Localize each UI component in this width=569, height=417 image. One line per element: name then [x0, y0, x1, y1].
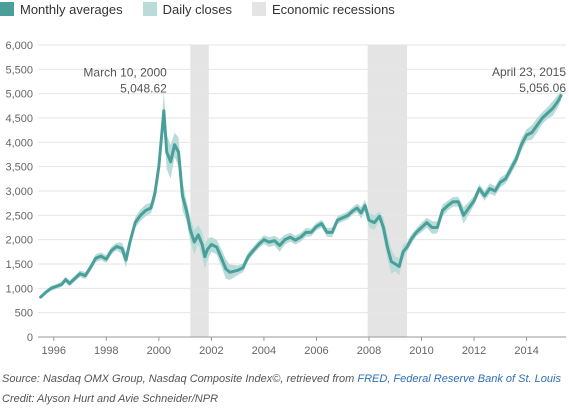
x-tick-label: 2000	[147, 345, 171, 357]
annotations: March 10, 2000 5,048.62 April 23, 2015 5,05…	[83, 65, 566, 95]
legend-label-recessions: Economic recessions	[271, 1, 395, 17]
y-tick-label: 500	[15, 308, 33, 320]
y-tick-label: 6,000	[5, 40, 33, 52]
y-tick-labels: 0 500 1,000 1,500 2,000 2,500 3,000 3,500 4,000 4…	[5, 40, 33, 344]
x-tick-label: 2006	[304, 345, 328, 357]
source-text: Source: Nasdaq OMX Group, Nasdaq Composi…	[2, 373, 358, 385]
annotation-date: April 23, 2015	[492, 65, 566, 79]
y-tick-label: 1,500	[5, 259, 33, 271]
x-tick-label: 2004	[252, 345, 276, 357]
x-tick-label: 1996	[42, 345, 66, 357]
annotation-peak-2015: April 23, 2015 5,056.06	[492, 65, 566, 95]
annotation-value: 5,048.62	[120, 81, 167, 95]
annotation-peak-2000: March 10, 2000 5,048.62	[83, 65, 167, 95]
x-tick-label: 2014	[514, 345, 538, 357]
x-tick-label: 2008	[357, 345, 381, 357]
x-tick-label: 1998	[94, 345, 118, 357]
y-tick-label: 5,000	[5, 89, 33, 101]
y-tick-label: 3,000	[5, 186, 33, 198]
x-tick-label: 2002	[199, 345, 223, 357]
x-tick-label: 2010	[409, 345, 433, 357]
monthly-averages-line	[39, 94, 563, 299]
source-note: Source: Nasdaq OMX Group, Nasdaq Composi…	[2, 373, 561, 385]
legend: Monthly averages Daily closes Economic r…	[0, 0, 415, 18]
legend-item-monthly: Monthly averages	[0, 2, 123, 17]
annotation-value: 5,056.06	[519, 81, 566, 95]
y-tick-label: 3,500	[5, 162, 33, 174]
source-link[interactable]: FRED, Federal Reserve Bank of St. Louis	[357, 373, 561, 385]
y-tick-label: 4,500	[5, 113, 33, 125]
x-tick-labels: 1996 1998 2000 2002 2004 2006 2008 2010 2012 2014	[42, 337, 539, 357]
legend-item-daily: Daily closes	[142, 1, 232, 17]
y-tick-label: 2,000	[5, 235, 33, 247]
y-tick-label: 5,500	[5, 64, 33, 76]
recession-swatch	[251, 2, 266, 16]
y-tick-label: 2,500	[5, 210, 33, 222]
y-tick-label: 1,000	[5, 283, 33, 295]
credit-note: Credit: Alyson Hurt and Avie Schneider/N…	[2, 393, 219, 405]
legend-label-daily: Daily closes	[162, 1, 232, 17]
annotation-date: March 10, 2000	[83, 65, 167, 79]
legend-item-recessions: Economic recessions	[251, 1, 395, 17]
daily-swatch	[142, 2, 157, 16]
y-gridlines	[38, 44, 566, 338]
monthly-swatch	[0, 2, 14, 16]
x-tick-label: 2012	[462, 345, 486, 357]
y-tick-label: 4,000	[5, 137, 33, 149]
y-tick-label: 0	[27, 332, 33, 344]
legend-label-monthly: Monthly averages	[20, 1, 123, 17]
